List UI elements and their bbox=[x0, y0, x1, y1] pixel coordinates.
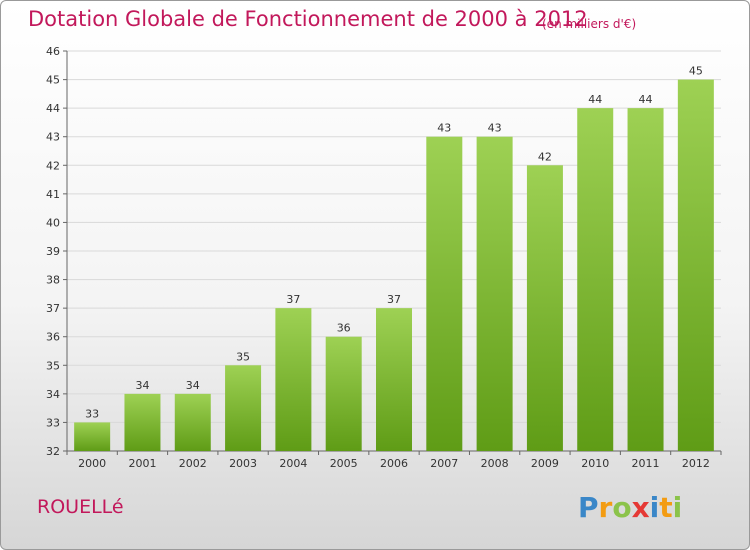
bar bbox=[476, 136, 513, 451]
data-label: 37 bbox=[387, 293, 401, 306]
y-tick-label: 38 bbox=[46, 274, 60, 287]
data-label: 44 bbox=[588, 93, 602, 106]
x-tick-label: 2009 bbox=[531, 457, 559, 470]
data-label: 45 bbox=[689, 65, 703, 78]
bar bbox=[677, 79, 714, 452]
bar bbox=[325, 336, 362, 451]
bar bbox=[526, 165, 563, 452]
y-tick-label: 40 bbox=[46, 216, 60, 229]
commune-name: ROUELLé bbox=[37, 496, 124, 518]
data-label: 34 bbox=[186, 379, 200, 392]
data-label: 42 bbox=[538, 150, 552, 163]
y-tick-label: 42 bbox=[46, 159, 60, 172]
x-tick-label: 2011 bbox=[632, 457, 660, 470]
y-tick-label: 34 bbox=[46, 388, 60, 401]
x-tick-label: 2003 bbox=[229, 457, 257, 470]
x-tick-label: 2002 bbox=[179, 457, 207, 470]
y-tick-label: 32 bbox=[46, 445, 60, 458]
y-tick-label: 37 bbox=[46, 302, 60, 315]
bar bbox=[174, 393, 211, 451]
y-tick-label: 44 bbox=[46, 102, 60, 115]
x-tick-label: 2007 bbox=[430, 457, 458, 470]
svg-text:Proxiti: Proxiti bbox=[578, 491, 682, 524]
x-tick-label: 2004 bbox=[279, 457, 307, 470]
chart-title: Dotation Globale de Fonctionnement de 20… bbox=[28, 7, 588, 31]
bar bbox=[225, 365, 262, 451]
x-tick-label: 2000 bbox=[78, 457, 106, 470]
proxiti-logo[interactable]: Proxiti bbox=[576, 485, 696, 529]
x-tick-label: 2005 bbox=[330, 457, 358, 470]
bar bbox=[426, 136, 463, 451]
data-label: 43 bbox=[437, 122, 451, 135]
bar bbox=[627, 108, 664, 452]
data-label: 44 bbox=[639, 93, 653, 106]
bar-layer: 33 34 34 35 37 36 37 43 43 42 44 44 45 bbox=[74, 65, 714, 452]
y-tick-label: 39 bbox=[46, 245, 60, 258]
bar bbox=[74, 422, 111, 451]
bar bbox=[376, 308, 412, 451]
y-tick-label: 36 bbox=[46, 331, 60, 344]
y-tick-label: 43 bbox=[46, 131, 60, 144]
data-label: 36 bbox=[337, 322, 351, 335]
x-tick-label: 2012 bbox=[682, 457, 710, 470]
x-tick-label: 2001 bbox=[128, 457, 156, 470]
y-tick-label: 35 bbox=[46, 359, 60, 372]
data-label: 34 bbox=[135, 379, 149, 392]
y-tick-label: 41 bbox=[46, 188, 60, 201]
y-tick-label: 33 bbox=[46, 416, 60, 429]
data-label: 33 bbox=[85, 407, 99, 420]
chart-subtitle: (en milliers d'€) bbox=[542, 17, 637, 31]
x-tick-label: 2006 bbox=[380, 457, 408, 470]
x-tick-label: 2008 bbox=[481, 457, 509, 470]
bar bbox=[577, 108, 614, 452]
y-tick-label: 46 bbox=[46, 45, 60, 58]
data-label: 43 bbox=[488, 122, 502, 135]
x-tick-label: 2010 bbox=[581, 457, 609, 470]
bar bbox=[275, 308, 312, 451]
bar bbox=[124, 393, 161, 451]
y-tick-label: 45 bbox=[46, 74, 60, 87]
data-label: 35 bbox=[236, 350, 250, 363]
data-label: 37 bbox=[286, 293, 300, 306]
